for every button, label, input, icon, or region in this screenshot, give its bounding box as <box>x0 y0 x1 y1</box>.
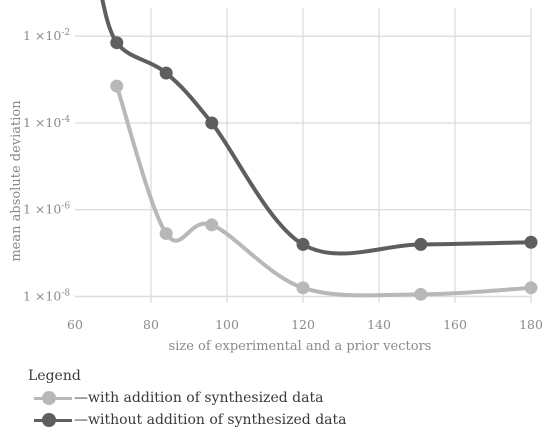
data-point <box>296 281 310 295</box>
x-tick-label: 100 <box>215 317 239 332</box>
y-tick-label: 1 ×10-4 <box>23 115 70 130</box>
data-point <box>414 287 428 301</box>
series-line <box>100 0 533 256</box>
data-point <box>205 116 219 130</box>
chart-grid <box>75 8 532 303</box>
data-point <box>296 237 310 251</box>
chart: 60 80 100 120 140 160 180 1 ×10-81 ×10-61 ×10-… <box>9 0 543 354</box>
x-tick-label: 180 <box>519 317 543 332</box>
legend-title: Legend <box>28 368 81 384</box>
x-tick-label: 140 <box>367 317 391 332</box>
x-tick-label: 120 <box>291 317 315 332</box>
legend-item-with-synth: —with addition of synthesized data <box>28 387 528 409</box>
x-tick-label: 160 <box>443 317 467 332</box>
data-point <box>159 227 173 241</box>
legend-item-without-synth: —without addition of synthesized data <box>28 409 528 431</box>
x-axis-title: size of experimental and a prior vectors <box>169 339 432 354</box>
data-point <box>524 235 538 249</box>
series-line <box>114 84 533 298</box>
y-axis-ticks: 1 ×10-8 1 ×10-6 1 ×10-4 1 ×10-2 <box>23 28 70 303</box>
chart-series <box>100 0 538 301</box>
x-tick-label: 60 <box>67 317 83 332</box>
y-tick-label: 1 ×10-2 <box>23 28 70 43</box>
legend-label-without-synth: —without addition of synthesized data <box>74 412 347 428</box>
data-point <box>110 79 124 93</box>
data-point <box>414 237 428 251</box>
legend: Legend —with addition of synthesized dat… <box>28 368 528 431</box>
y-tick-label: 1 ×10-8 <box>23 288 70 303</box>
x-axis-ticks: 60 80 100 120 140 160 180 <box>67 317 543 332</box>
legend-swatch-with-synth <box>28 391 72 405</box>
legend-swatch-without-synth <box>28 413 72 427</box>
legend-label-with-synth: —with addition of synthesized data <box>74 390 324 406</box>
data-point <box>205 218 219 232</box>
y-tick-label: 1 ×10-6 <box>23 202 70 217</box>
data-point <box>110 36 124 50</box>
data-point <box>524 281 538 295</box>
data-point <box>159 66 173 80</box>
y-axis-title: mean absolute deviation <box>9 100 24 262</box>
x-tick-label: 80 <box>143 317 159 332</box>
